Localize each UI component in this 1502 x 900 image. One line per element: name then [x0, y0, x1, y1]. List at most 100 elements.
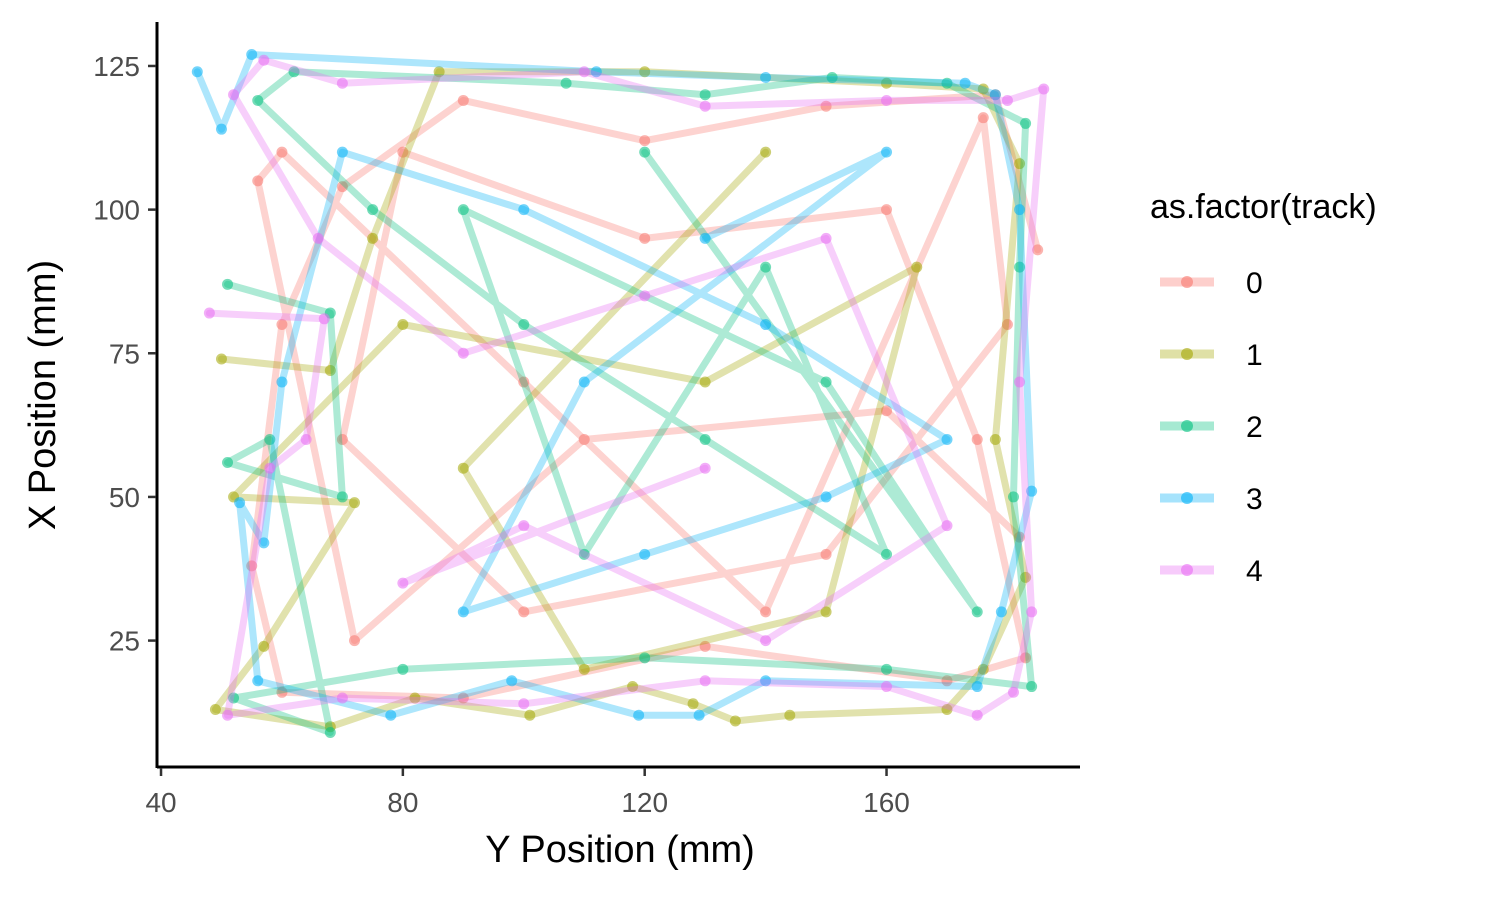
- legend-key-point: [1181, 492, 1193, 504]
- data-point: [881, 95, 892, 106]
- data-point: [518, 698, 529, 709]
- data-point: [700, 101, 711, 112]
- data-point: [313, 233, 324, 244]
- data-point: [258, 55, 269, 66]
- data-point: [639, 233, 650, 244]
- legend-label: 0: [1246, 267, 1263, 300]
- data-point: [579, 66, 590, 77]
- data-point: [911, 262, 922, 273]
- data-point: [990, 434, 1001, 445]
- data-point: [397, 664, 408, 675]
- y-tick-label: 125: [93, 51, 140, 82]
- data-point: [325, 727, 336, 738]
- data-point: [700, 675, 711, 686]
- y-tick-label: 75: [109, 338, 140, 369]
- legend-key-point: [1181, 348, 1193, 360]
- data-point: [204, 308, 215, 319]
- data-point: [367, 204, 378, 215]
- data-point: [579, 434, 590, 445]
- data-point: [192, 66, 203, 77]
- y-tick-label: 25: [109, 626, 140, 657]
- data-point: [458, 348, 469, 359]
- data-point: [972, 710, 983, 721]
- data-point: [633, 710, 644, 721]
- data-point: [760, 635, 771, 646]
- data-point: [700, 377, 711, 388]
- data-point: [458, 463, 469, 474]
- data-point: [978, 112, 989, 123]
- data-point: [1026, 681, 1037, 692]
- data-point: [881, 664, 892, 675]
- legend-label: 4: [1246, 555, 1263, 588]
- data-point: [1008, 491, 1019, 502]
- legend-entries: 0 1 2 3 4: [1160, 267, 1263, 588]
- data-point: [458, 95, 469, 106]
- data-point: [228, 89, 239, 100]
- data-point: [246, 49, 257, 60]
- data-point: [760, 319, 771, 330]
- data-point: [276, 377, 287, 388]
- data-point: [252, 95, 263, 106]
- data-point: [688, 698, 699, 709]
- legend-key-point: [1181, 420, 1193, 432]
- legend-item: 0: [1160, 267, 1263, 300]
- legend-label: 2: [1246, 411, 1263, 444]
- data-point: [506, 675, 517, 686]
- data-point: [639, 135, 650, 146]
- legend-title: as.factor(track): [1150, 188, 1377, 226]
- data-point: [222, 279, 233, 290]
- data-point: [821, 491, 832, 502]
- y-tick-label: 100: [93, 195, 140, 226]
- data-point: [276, 319, 287, 330]
- legend: as.factor(track) 0 1 2 3 4: [1150, 188, 1377, 588]
- data-point: [518, 319, 529, 330]
- data-point: [960, 78, 971, 89]
- legend-item: 1: [1160, 339, 1263, 372]
- data-point: [1002, 95, 1013, 106]
- data-point: [579, 377, 590, 388]
- data-point: [760, 72, 771, 83]
- data-point: [579, 664, 590, 675]
- data-point: [518, 204, 529, 215]
- data-point: [222, 710, 233, 721]
- y-ticks: 255075100125: [93, 51, 156, 657]
- data-point: [821, 377, 832, 388]
- data-point: [881, 147, 892, 158]
- data-point: [730, 716, 741, 727]
- data-point: [458, 204, 469, 215]
- data-point: [301, 434, 312, 445]
- data-point: [694, 710, 705, 721]
- data-point: [972, 606, 983, 617]
- data-point: [700, 233, 711, 244]
- data-point: [397, 578, 408, 589]
- data-point: [1014, 377, 1025, 388]
- x-tick-label: 120: [621, 787, 668, 818]
- data-point: [639, 549, 650, 560]
- data-point: [337, 491, 348, 502]
- data-point: [760, 262, 771, 273]
- series-0: [246, 89, 1043, 703]
- series-2: [222, 66, 1037, 738]
- data-point: [349, 497, 360, 508]
- data-point: [518, 520, 529, 531]
- data-point: [524, 710, 535, 721]
- data-point: [1026, 606, 1037, 617]
- data-point: [385, 710, 396, 721]
- legend-key-point: [1181, 564, 1193, 576]
- data-point: [258, 641, 269, 652]
- data-point: [319, 313, 330, 324]
- data-point: [1038, 83, 1049, 94]
- data-point: [784, 710, 795, 721]
- data-point: [700, 463, 711, 474]
- data-point: [821, 233, 832, 244]
- data-point: [561, 78, 572, 89]
- legend-item: 3: [1160, 483, 1263, 516]
- data-point: [276, 147, 287, 158]
- legend-label: 1: [1246, 339, 1263, 372]
- legend-item: 4: [1160, 555, 1263, 588]
- data-point: [972, 681, 983, 692]
- legend-key-point: [1181, 276, 1193, 288]
- x-tick-label: 40: [145, 787, 176, 818]
- data-point: [397, 319, 408, 330]
- data-point: [337, 78, 348, 89]
